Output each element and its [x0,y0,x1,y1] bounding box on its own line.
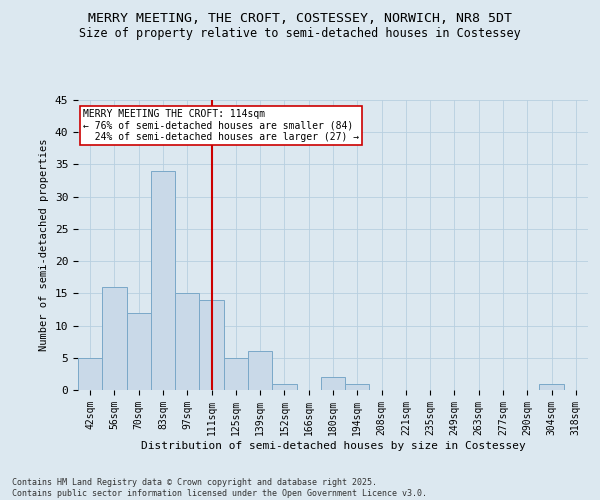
Text: Size of property relative to semi-detached houses in Costessey: Size of property relative to semi-detach… [79,28,521,40]
Bar [345,384,370,390]
Bar [224,358,248,390]
Bar [199,300,224,390]
Bar [272,384,296,390]
X-axis label: Distribution of semi-detached houses by size in Costessey: Distribution of semi-detached houses by … [140,440,526,450]
Bar [151,171,175,390]
Bar [539,384,564,390]
Bar [102,287,127,390]
Bar [78,358,102,390]
Y-axis label: Number of semi-detached properties: Number of semi-detached properties [39,138,49,352]
Text: Contains HM Land Registry data © Crown copyright and database right 2025.
Contai: Contains HM Land Registry data © Crown c… [12,478,427,498]
Bar [175,294,199,390]
Bar [127,312,151,390]
Text: MERRY MEETING THE CROFT: 114sqm
← 76% of semi-detached houses are smaller (84)
 : MERRY MEETING THE CROFT: 114sqm ← 76% of… [83,108,359,142]
Bar [248,352,272,390]
Text: MERRY MEETING, THE CROFT, COSTESSEY, NORWICH, NR8 5DT: MERRY MEETING, THE CROFT, COSTESSEY, NOR… [88,12,512,26]
Bar [321,377,345,390]
